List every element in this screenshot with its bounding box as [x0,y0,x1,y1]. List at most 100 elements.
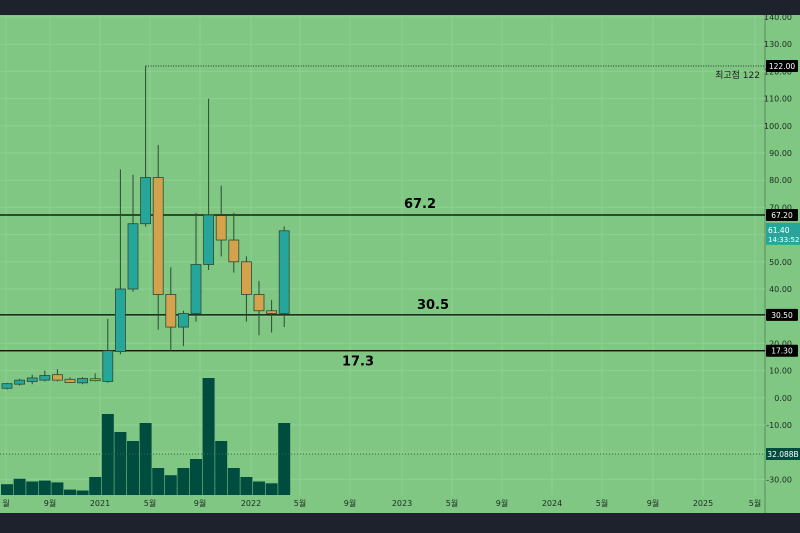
level-badge [766,209,798,222]
level-badge-label: 67.20 [771,211,793,220]
last-price-badge [766,222,800,245]
y-tick-label: 110.00 [764,95,792,104]
volume-bar [278,423,291,495]
volume-bar [190,459,202,495]
candle-body [215,215,227,241]
x-tick-label: 2024 [542,499,562,508]
high-marker-label: 최고점 122 [715,69,760,81]
level-label: 67.2 [404,197,436,212]
level-label: 17.3 [342,355,374,370]
candle-body [26,377,38,382]
x-tick-label: 9월 [44,498,56,508]
volume-bar [240,477,253,495]
volume-bar [13,478,26,495]
candle-body [14,379,26,385]
x-tick-label: 2021 [90,499,110,508]
last-price-label: 61.40 [768,226,790,235]
volume-bar [89,477,102,495]
x-tick-label: 9월 [194,498,206,508]
candle-body [240,261,252,295]
x-tick-label: 5월 [446,498,458,508]
y-tick-label: 100.00 [764,122,792,131]
volume-bar [101,414,114,495]
level-badge [766,308,798,321]
volume-bar [64,489,76,495]
level-badge-label: 17.30 [771,347,793,356]
y-tick-label: 130.00 [764,40,792,49]
volume-bar [177,468,190,495]
bottom-bar [0,513,800,533]
volume-bar [202,378,215,495]
y-tick-label: 10.00 [769,367,792,376]
candle-body [64,378,76,383]
x-tick-label: 9월 [496,498,508,508]
candle-body [165,294,177,328]
candle-body [39,375,51,381]
volume-bar [38,480,51,495]
candle-body [266,310,278,314]
x-tick-label: 월 [2,498,9,508]
candle-body [228,239,240,263]
x-tick-label: 5월 [144,498,156,508]
volume-bar [1,484,13,495]
last-price-countdown: 14:33:52 [768,236,799,244]
level-badge [766,344,798,357]
x-tick-label: 5월 [294,498,306,508]
volume-bar [227,468,240,495]
x-tick-label: 5월 [596,498,608,508]
candle-body [89,378,101,382]
support-resistance-lines: 67.2 30.5 17.3 최고점 122 [0,65,765,370]
candle-body [115,288,126,352]
candle-body [102,350,114,382]
y-tick-label: 140.00 [764,13,792,22]
candle-body [152,177,164,295]
y-tick-label: -10.00 [766,421,792,430]
candle-body [77,378,88,384]
level-label: 30.5 [417,298,449,313]
candle-body [278,230,290,314]
y-tick-label: 50.00 [769,258,792,267]
grid [0,15,765,495]
volume-badge-label: 32.088B [767,450,798,459]
y-tick-label: 40.00 [769,285,792,294]
x-tick-label: 2022 [241,499,261,508]
x-tick-label: 9월 [344,498,356,508]
volume-bar [164,475,177,495]
y-tick-label: 90.00 [769,149,792,158]
x-tick-label: 9월 [647,498,659,508]
volume-bar [265,483,278,495]
volume-bar [152,468,165,495]
candle-body [140,177,152,225]
level-badge-label: 30.50 [771,311,793,320]
candle-body [190,264,202,314]
x-axis[interactable]: 월 9월 2021 5월 9월 2022 5월 9월 2023 5월 9월 2024 5월 9월 2025 5… [2,498,761,508]
volume-bar [139,423,152,495]
candle-body [52,374,63,381]
high-marker-badge-label: 122.00 [769,62,795,71]
volume-bar [253,481,265,495]
y-tick-label: -30.00 [766,475,792,484]
volume-bar [26,481,39,495]
candles [1,65,290,390]
candle-body [1,383,13,389]
y-tick-label: 20.00 [769,339,792,348]
x-tick-label: 5월 [749,498,761,508]
volume-badge [766,448,800,460]
volume-bar [114,432,127,495]
high-marker-badge [766,59,798,72]
candle-body [127,223,139,290]
x-tick-label: 2023 [392,499,412,508]
volume-bars [0,378,765,495]
y-tick-label: 80.00 [769,176,792,185]
candle-body [203,214,215,265]
volume-bar [215,441,228,495]
volume-bar [51,482,64,495]
x-tick-label: 2025 [693,499,713,508]
candle-body [253,294,265,312]
volume-bar [127,441,139,495]
y-tick-label: 0.00 [774,394,792,403]
candle-body [177,313,189,328]
volume-bar [76,490,89,495]
